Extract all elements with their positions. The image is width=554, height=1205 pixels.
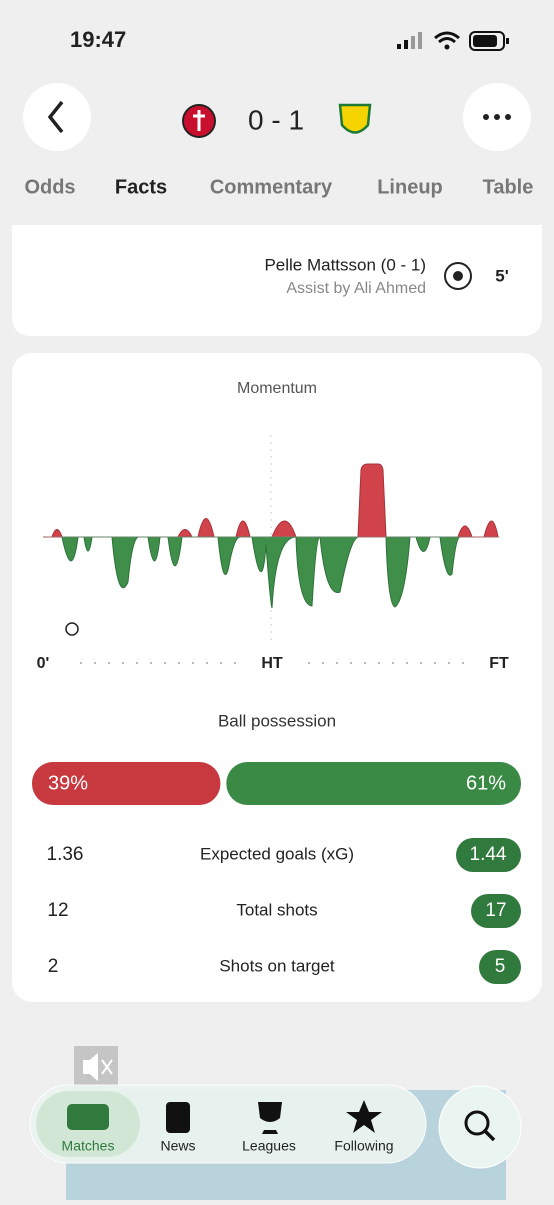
timeline-label: 0' [37,655,50,672]
possession-home-bar [32,762,221,805]
back-icon [47,100,64,134]
stat-away: 5 [495,956,506,977]
tab[interactable]: Lineup [377,176,443,198]
away-logo [338,103,372,134]
stat-away: 1.44 [470,844,507,865]
tab[interactable]: Table [483,176,534,198]
stat-away-pill [471,894,521,928]
possession-away-bar [226,762,521,805]
nav-item-active[interactable]: Matches [62,1138,115,1154]
search-button[interactable] [438,1085,522,1169]
assist: Assist by Ali Ahmed [286,280,426,297]
stat-label: Expected goals (xG) [200,844,354,863]
nav-item[interactable]: Leagues [242,1138,296,1154]
stat-away: 17 [485,900,506,921]
momentum-title: Momentum [237,380,317,397]
matches-icon [67,1104,109,1130]
goal-marker [65,622,79,636]
tab[interactable]: Commentary [210,176,333,198]
goal-scorer: Pelle Mattsson (0 - 1) [264,255,426,274]
stat-home: 12 [47,900,68,921]
stats-card [12,353,542,1002]
stat-label: Total shots [236,900,317,919]
tab[interactable]: Odds [24,176,75,198]
mute-icon [83,1052,113,1082]
stat-home: 2 [48,956,59,977]
ball-icon-center [453,271,463,281]
search-icon [464,1110,490,1136]
stat-label: Shots on target [219,956,335,975]
stat-home: 1.36 [47,844,84,865]
tab-active[interactable]: Facts [115,176,167,198]
momentum-away [61,536,461,609]
back-button[interactable] [23,83,91,151]
momentum-home [43,463,499,538]
clock: 19:47 [70,27,126,52]
minute: 5' [495,266,509,285]
more-icon [483,114,511,120]
score: 0 - 1 [248,104,304,135]
nav-item[interactable]: News [160,1138,195,1154]
status-icons [397,31,509,51]
news-icon [166,1102,190,1133]
stat-away-pill [456,838,521,872]
home-logo-mark [193,110,205,131]
following-icon [346,1100,382,1133]
timeline-label: FT [489,655,509,672]
nav-item[interactable]: Following [334,1138,393,1154]
possession-home-label: 39% [48,772,88,794]
timeline-label: HT [261,655,283,672]
stat-away-pill [479,950,521,984]
event-card [12,225,542,336]
search-icon-handle [483,1129,496,1142]
leagues-icon [258,1102,282,1134]
possession-away-label: 61% [466,772,506,794]
possession-title: Ball possession [218,711,336,730]
